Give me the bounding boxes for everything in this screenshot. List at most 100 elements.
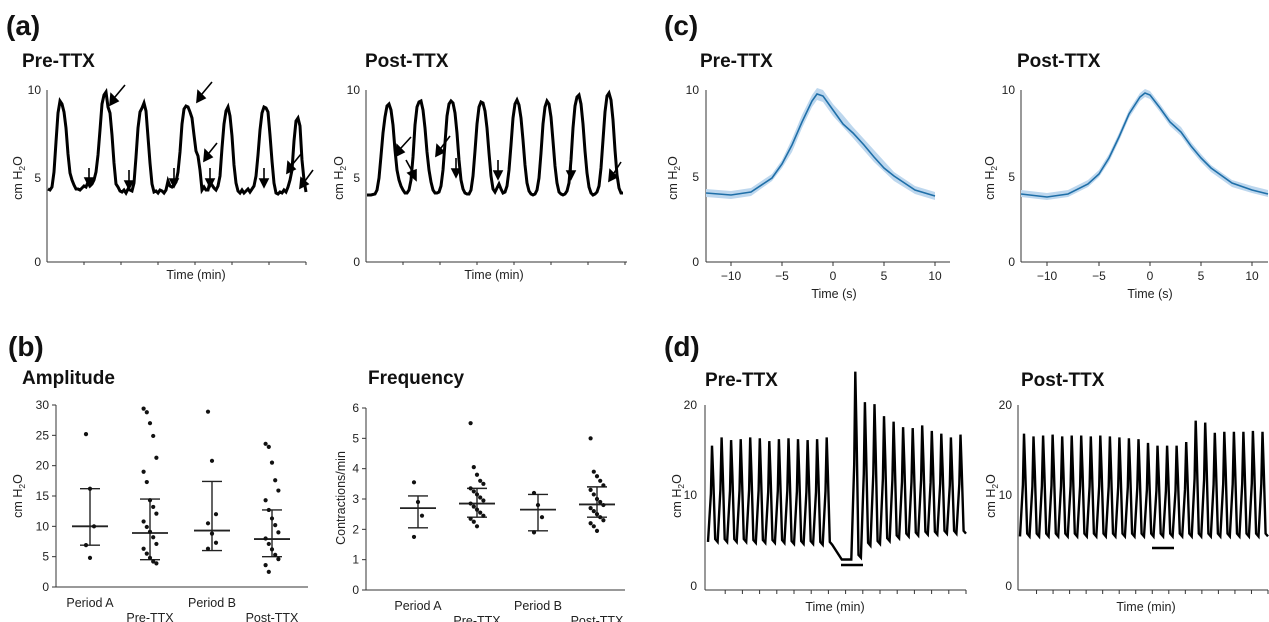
x-tick-label: 10 [1245,269,1259,283]
x-axis-label: Time (min) [1116,600,1175,614]
data-point [154,455,159,460]
data-point [266,541,271,547]
data-point [263,498,268,503]
y-tick-label: 10 [28,83,42,97]
trace-line [1018,420,1269,540]
data-point [474,524,480,529]
data-point [588,436,593,441]
data-point [269,460,275,465]
x-tick-label: Period B [188,596,236,610]
x-tick-label: Period A [394,599,442,613]
data-point [151,504,156,510]
data-point [276,488,281,493]
data-point [415,499,421,505]
x-ticks [83,262,307,265]
data-point [263,441,268,446]
data-point [588,487,593,492]
data-point [474,472,480,477]
y-tick-label: 5 [352,431,359,445]
data-point [411,534,417,540]
data-point [598,478,603,483]
data-point [147,555,153,560]
panel-label-c: (c) [664,10,698,41]
data-point [205,409,211,414]
data-point [419,513,425,518]
y-axis-label: cm H2O [11,156,27,200]
data-point [141,546,146,551]
x-tick-label: 10 [928,269,942,283]
arrow-markers [395,135,622,183]
data-point [601,518,606,523]
data-point [205,521,211,526]
y-tick-label: 0 [690,579,697,593]
y-tick-label: 0 [353,255,360,269]
chart-title: Pre-TTX [22,51,95,72]
y-tick-label: 6 [352,401,359,415]
y-tick-label: 5 [34,171,41,185]
y-tick-label: 20 [684,398,698,412]
y-tick-label: 5 [353,171,360,185]
data-point [83,432,89,437]
x-ticks [724,590,967,594]
ci-band [1021,89,1268,200]
y-tick-label: 0 [692,255,699,269]
x-ticks [1046,262,1253,266]
chart-a-pre: Pre-TTX cm H2O 10 5 0 Time (min) [11,51,314,282]
data-point [474,492,480,497]
data-point [594,474,600,479]
data-point [471,519,476,524]
data-point [478,478,483,483]
data-point [273,552,278,557]
y-tick-label: 4 [352,462,359,476]
y-tick-label: 5 [1008,170,1015,184]
data-point [411,480,417,485]
y-tick-label: 25 [36,428,50,442]
y-tick-label: 0 [1005,579,1012,593]
data-point [471,489,476,494]
data-point [273,523,278,528]
x-tick-label: Pre-TTX [453,614,501,622]
data-point [591,469,596,474]
chart-title: Amplitude [22,368,115,389]
y-tick-label: 0 [34,255,41,269]
data-point [213,540,219,545]
data-point [273,478,278,483]
x-ticks [402,262,626,265]
data-point [601,502,606,508]
data-point [147,529,153,534]
data-point [209,458,215,463]
chart-title: Post-TTX [1017,51,1101,72]
data-point [87,555,93,560]
chart-c-pre: Pre-TTX cm H2O 10 5 0 −10 −5 0 5 10 Time… [666,51,950,301]
y-tick-label: 0 [352,583,359,597]
y-ticks: 0 5 10 15 20 25 30 [36,398,56,594]
panel-label-d: (d) [664,331,700,362]
x-tick-label: Post-TTX [246,611,299,622]
data-point [154,561,159,566]
data-point [266,444,271,449]
data-point [141,406,146,411]
data-point [154,511,159,516]
x-axis-label: Time (s) [811,287,856,301]
data-point [591,524,596,529]
data-point [141,469,146,474]
y-tick-label: 5 [42,550,49,564]
x-ticks [730,262,936,266]
data-point [141,519,146,524]
y-axis-label: cm H2O [983,156,999,200]
y-tick-label: 10 [684,488,698,502]
x-axis-label: Time (s) [1127,287,1172,301]
data-point [471,504,476,509]
mean-line [705,93,936,197]
data-point [266,569,271,574]
chart-c-post: Post-TTX cm H2O 10 5 0 −10 −5 0 5 10 Tim… [983,51,1269,301]
data-point [468,486,473,491]
data-point [594,496,600,502]
scatter-marks [72,406,290,574]
y-tick-label: 10 [686,83,700,97]
x-tick-label: −10 [721,269,742,283]
chart-d-post: Post-TTX cm H2O 20 10 0 Time (min) [984,370,1269,614]
data-point [539,515,545,520]
data-point [471,465,476,470]
x-tick-labels: Period A Pre-TTX Period B Post-TTX [66,596,299,622]
